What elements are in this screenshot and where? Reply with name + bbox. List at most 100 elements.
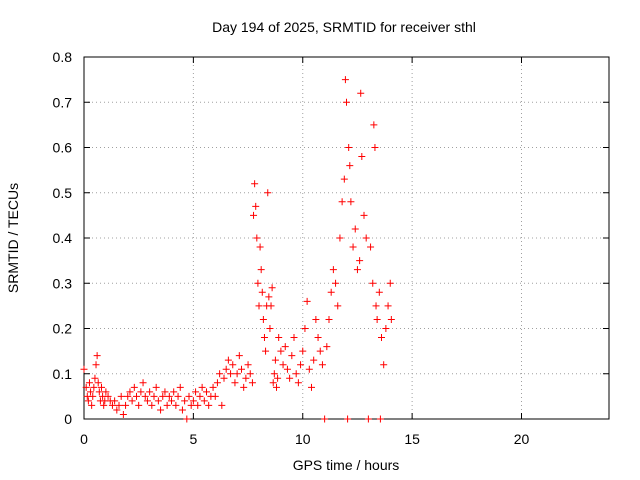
y-tick-label: 0.8 (53, 49, 73, 65)
data-point (113, 406, 121, 414)
data-point (281, 343, 289, 351)
x-tick-label: 10 (295, 431, 311, 447)
data-point (341, 76, 349, 84)
data-point (200, 397, 208, 405)
data-point (244, 361, 252, 369)
data-point (246, 370, 254, 378)
data-point (183, 415, 191, 423)
data-point (367, 243, 375, 251)
data-point (316, 347, 324, 355)
data-point (253, 234, 261, 242)
data-point (275, 334, 283, 342)
data-point (299, 347, 307, 355)
data-point (98, 383, 105, 391)
data-point (90, 383, 98, 391)
data-point (238, 365, 245, 373)
data-point (356, 257, 364, 265)
data-point (93, 352, 101, 360)
data-point (297, 361, 305, 369)
data-point (150, 392, 158, 400)
data-point (222, 365, 230, 373)
data-point (194, 401, 202, 409)
data-point (301, 325, 309, 332)
data-point (126, 388, 134, 396)
data-point (292, 370, 300, 378)
data-point (336, 234, 344, 242)
x-tick-label: 20 (514, 431, 530, 447)
data-point (265, 293, 273, 301)
data-point (196, 392, 204, 400)
data-point (143, 397, 151, 405)
data-point (357, 89, 365, 97)
data-point (260, 334, 268, 342)
data-point (258, 288, 266, 296)
axis-ticks (83, 56, 609, 420)
data-point (163, 401, 171, 409)
data-point (255, 302, 263, 310)
data-point (181, 397, 189, 405)
x-tick-label: 5 (189, 431, 197, 447)
data-point (174, 392, 182, 400)
y-axis-label: SRMTID / TECUs (5, 183, 21, 293)
data-point (133, 392, 140, 400)
data-point (290, 334, 298, 342)
data-point (94, 379, 102, 387)
data-point (148, 401, 156, 409)
data-point (224, 356, 232, 364)
data-point (111, 397, 119, 405)
data-point (100, 401, 108, 409)
data-point (250, 211, 258, 219)
data-point (338, 198, 346, 206)
data-point (240, 383, 248, 391)
data-point (248, 379, 256, 387)
data-point (95, 388, 103, 396)
data-point (170, 388, 178, 396)
data-point (370, 121, 378, 129)
data-point (314, 334, 322, 342)
data-point (91, 374, 99, 382)
data-point (124, 392, 132, 400)
data-point (235, 352, 243, 360)
data-point (269, 379, 277, 387)
data-point (340, 175, 348, 183)
data-point (80, 365, 88, 373)
data-point (262, 347, 270, 355)
data-point (89, 392, 97, 400)
data-point (334, 302, 342, 310)
data-point (119, 410, 127, 418)
data-point (380, 361, 388, 369)
data-point (102, 388, 110, 396)
y-tick-labels: 0 0.1 0.2 0.3 0.4 0.5 0.6 0.7 0.8 (53, 49, 73, 427)
data-point (176, 383, 184, 391)
data-point (209, 383, 217, 391)
data-point (233, 370, 241, 378)
data-point (252, 202, 260, 210)
data-point (88, 401, 96, 409)
data-point (213, 379, 221, 387)
data-point (384, 302, 392, 310)
data-point (382, 325, 390, 332)
data-point (146, 388, 154, 396)
data-point (259, 315, 267, 323)
data-point (115, 401, 123, 409)
data-point (122, 401, 130, 409)
y-tick-label: 0.2 (53, 321, 73, 337)
data-point (358, 153, 366, 161)
data-point (242, 374, 250, 382)
data-point (159, 392, 167, 400)
data-point (92, 361, 100, 369)
data-point (283, 365, 291, 373)
data-point (321, 415, 329, 423)
data-point (325, 315, 333, 323)
data-point (85, 379, 93, 387)
data-point (251, 180, 259, 188)
data-point (332, 279, 340, 287)
data-point (128, 397, 136, 405)
data-point (257, 266, 265, 274)
data-point (108, 401, 116, 409)
data-point (165, 392, 173, 400)
data-point (375, 288, 383, 296)
data-point (161, 388, 169, 396)
data-point (216, 370, 224, 378)
data-point (345, 144, 353, 151)
